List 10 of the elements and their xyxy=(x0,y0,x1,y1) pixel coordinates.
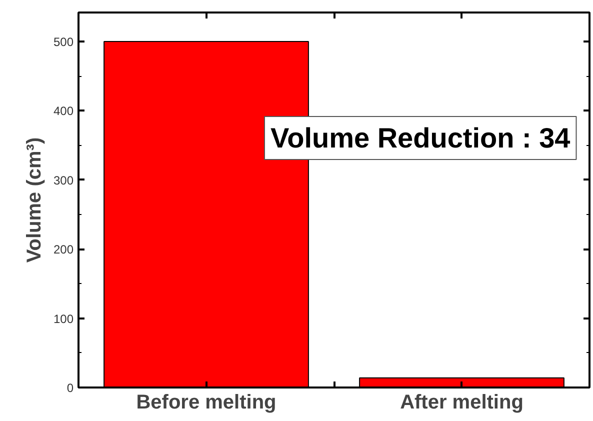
y-tick-label: 0 xyxy=(66,381,74,395)
y-tick-label: 200 xyxy=(53,242,74,257)
y-tick-label: 500 xyxy=(53,35,74,50)
y-tick-label: 400 xyxy=(53,104,74,118)
annotation: Volume Reduction : 34 xyxy=(270,122,571,154)
x-tick-label: After melting xyxy=(400,392,524,414)
y-axis-title: Volume (cm³) xyxy=(23,137,46,263)
y-tick-label: 300 xyxy=(53,173,74,188)
y-tick-label: 100 xyxy=(53,312,74,326)
x-tick-label: Before melting xyxy=(136,392,276,414)
